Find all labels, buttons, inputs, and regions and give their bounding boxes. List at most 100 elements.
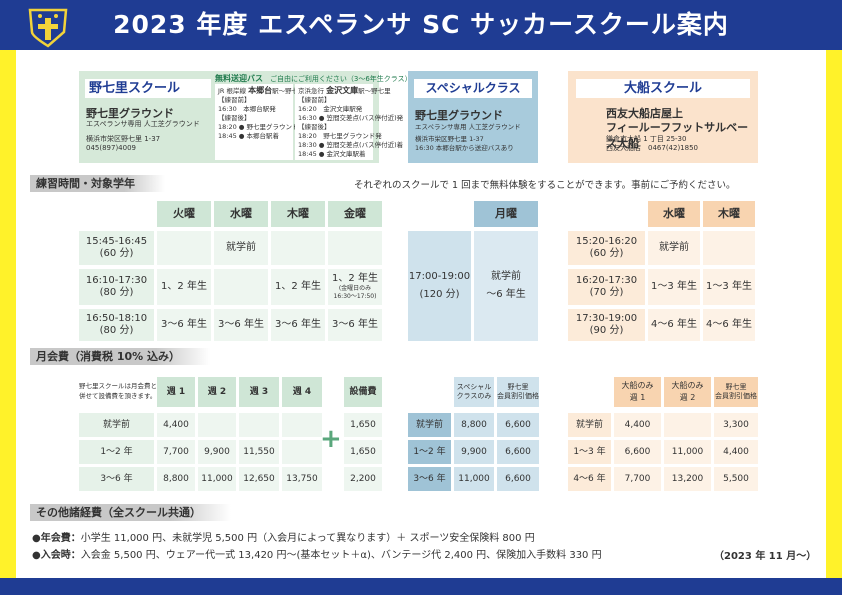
schedule-cell: 就学前 [214,231,268,265]
fee-grade: 就学前 [79,413,154,437]
bus-header: 無料送迎バス ご自由にご利用ください（3〜6年生クラス） [215,74,412,83]
fee-value [282,440,322,464]
fee-value: 11,550 [239,440,279,464]
ground-sub: エスペランサ専用 人工芝グラウンド [86,120,200,128]
section-practice: 練習時間・対象学年 [30,175,798,192]
fee-value: 4,400 [157,413,195,437]
schedule-cell [271,231,325,265]
side-stripe-right [826,50,842,578]
time-slot: 16:10-17:30 (80 分) [79,269,154,305]
time-slot: 15:20-16:20 (60 分) [568,231,645,265]
time-slot: 16:50-18:10 (80 分) [79,309,154,341]
fee-value: 11,000 [664,440,711,464]
day-header-thu: 木曜 [271,201,325,227]
fee-header: 週 1 [157,377,195,407]
ground-name: 野七里グラウンド [86,107,174,120]
fee-grade: 就学前 [568,413,611,437]
schedule-cell [214,269,268,305]
schedule-cell: 4〜6 年生 [648,309,700,341]
section-label: 練習時間・対象学年 [30,175,165,192]
school-name: 大船スクール [576,79,750,98]
section-label: 月会費（消費税 10% 込み） [30,348,210,365]
schedule-cell [157,231,211,265]
school-name: スペシャルクラス [414,79,532,98]
footer-bar [0,578,842,595]
schedule-cell [703,231,755,265]
fee-value [664,413,711,437]
fee-grade: 3〜6 年 [408,467,451,491]
day-header-tue: 火曜 [157,201,211,227]
facility-fee: 2,200 [344,467,382,491]
time-slot: 15:45-16:45 (60 分) [79,231,154,265]
ground-sub: エスペランサ専用 人工芝グラウンド [415,123,521,131]
fee-value: 12,650 [239,467,279,491]
fee-value: 7,700 [614,467,661,491]
fee-grade: 1〜2 年 [408,440,451,464]
fee-header: 大船のみ 週 1 [614,377,661,407]
fee-value [198,413,236,437]
bus-schedule-kanazawabunko: 京浜急行 金沢文庫駅〜野七里 【練習前】 16:20 金沢文庫駅発 16:30 … [295,84,403,160]
address: 横浜市栄区野七里 1-37 045(897)4009 [86,135,161,152]
fee-value: 8,800 [157,467,195,491]
schedule-cell: 4〜6 年生 [703,309,755,341]
time-slot: 17:30-19:00 (90 分) [568,309,645,341]
fee-header: 週 4 [282,377,322,407]
address: 鎌倉市大船 1 丁目 25-30 西友大船店 0467(42)1850 [606,135,698,152]
schedule-cell: 3〜6 年生 [157,309,211,341]
fee-header: 週 3 [239,377,279,407]
fee-value: 13,750 [282,467,322,491]
time-slot-special: 17:00-19:00 (120 分) [408,231,471,341]
fee-value: 6,600 [497,467,539,491]
fee-value: 7,700 [157,440,195,464]
fee-value: 13,200 [664,467,711,491]
facility-fee-header: 設備費 [344,377,382,407]
schedule-cell: 1、2 年生 [271,269,325,305]
schedule-cell: 1〜3 年生 [648,269,700,305]
fee-value: 9,900 [454,440,494,464]
schedule-cell: 1〜3 年生 [703,269,755,305]
day-header-fri: 金曜 [328,201,382,227]
schedule-cell [328,231,382,265]
schedule-cell: 3〜6 年生 [271,309,325,341]
fee-value: 11,000 [454,467,494,491]
fee-grade: 4〜6 年 [568,467,611,491]
fee-value: 6,600 [497,440,539,464]
fee-header: 野七里 会員割引価格 [497,377,539,407]
trial-notice: それぞれのスクールで 1 回まで無料体験をすることができます。事前にご予約くださ… [354,180,736,191]
fee-grade: 3〜6 年 [79,467,154,491]
section-other: その他諸経費（全スクール共通） [30,504,798,521]
day-header-thu-ofuna: 木曜 [703,201,755,227]
school-card-special: スペシャルクラス 野七里グラウンド エスペランサ専用 人工芝グラウンド 横浜市栄… [408,71,538,163]
facility-fee: 1,650 [344,413,382,437]
ground-name: 野七里グラウンド [415,109,503,122]
schedule-cell: 1、2 年生 [157,269,211,305]
section-label: その他諸経費（全スクール共通） [30,504,231,521]
club-emblem-icon [28,8,68,48]
fee-value: 5,500 [714,467,758,491]
schedule-cell: 就学前 [648,231,700,265]
fee-value: 6,600 [614,440,661,464]
entry-fee: ●入会時：入会金 5,500 円、ウェアー代一式 13,420 円〜(基本セット… [32,550,602,561]
ground-name-2: フィールーフフットサルベース大船 [606,121,749,150]
header: 2023 年度 エスペランサ SC サッカースクール案内 [0,0,842,50]
time-slot: 16:20-17:30 (70 分) [568,269,645,305]
plus-icon: + [320,424,342,454]
fee-value: 8,800 [454,413,494,437]
day-header-wed-ofuna: 水曜 [648,201,700,227]
fee-value: 9,900 [198,440,236,464]
school-name: 野七里スクール [85,79,211,98]
fee-value: 4,400 [614,413,661,437]
fee-value: 4,400 [714,440,758,464]
schedule-cell-fri: 1、2 年生 (金曜日のみ 16:30〜17:50) [328,269,382,305]
schedule-cell: 3〜6 年生 [214,309,268,341]
day-header-wed: 水曜 [214,201,268,227]
day-header-mon: 月曜 [474,201,538,227]
facility-fee: 1,650 [344,440,382,464]
section-fee: 月会費（消費税 10% 込み） [30,348,798,365]
side-stripe-left [0,50,16,578]
fee-grade: 就学前 [408,413,451,437]
fee-grade: 1〜3 年 [568,440,611,464]
fee-note: 野七里スクールは月会費と併せて設備費を頂きます。 [79,382,157,400]
fee-header: スペシャルクラスのみ [454,377,494,407]
fee-header: 野七里 会員割引価格 [714,377,758,407]
